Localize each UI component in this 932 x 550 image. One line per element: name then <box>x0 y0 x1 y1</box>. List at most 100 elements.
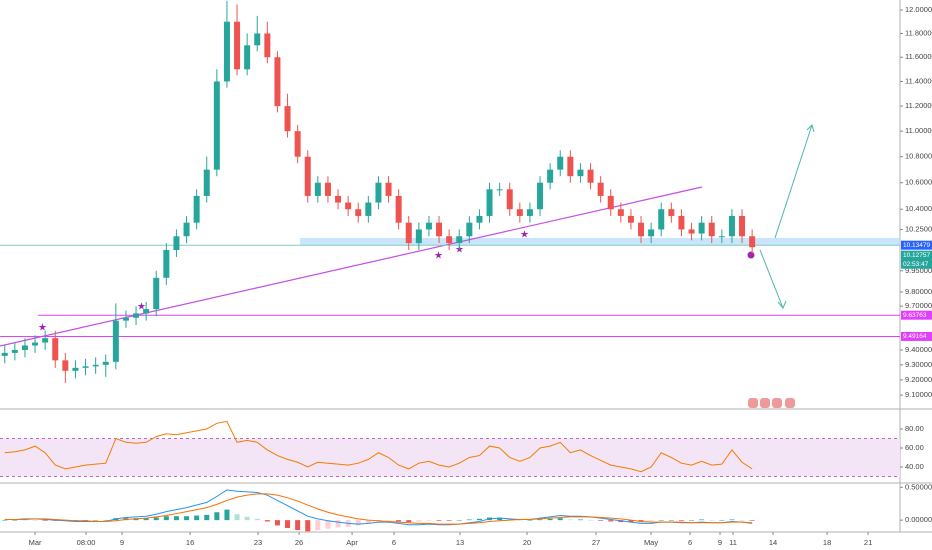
candle-body <box>698 222 705 234</box>
candle-body <box>688 229 695 234</box>
candle-body <box>627 215 634 223</box>
y-tick-label: 10.60000 <box>905 178 932 187</box>
drawings: ★ ★ ★ ★ ★ <box>0 124 900 408</box>
macd-histogram-bar <box>729 519 735 521</box>
macd-histogram-bar <box>214 512 220 521</box>
macd-histogram-bar <box>567 519 573 521</box>
candle-body <box>678 215 685 230</box>
macd-histogram-bar <box>557 518 563 521</box>
y-tick-label: 9.80000 <box>905 287 932 296</box>
rsi-tick-label: 60.00 <box>905 443 924 452</box>
macd-histogram-bar <box>2 520 8 521</box>
candle-body <box>567 156 574 177</box>
rsi-line <box>4 420 753 473</box>
candle-body <box>345 202 352 210</box>
candle-body <box>587 169 594 183</box>
candle-body <box>506 189 513 210</box>
macd-histogram-bar <box>305 520 311 532</box>
candle-body <box>557 156 564 170</box>
y-tick-label: 11.80000 <box>905 28 932 37</box>
macd-histogram-bar <box>325 520 331 529</box>
candle-body <box>547 169 554 183</box>
projection-arrow-down <box>759 249 784 309</box>
candle-body <box>415 229 422 244</box>
x-tick-label: 9 <box>120 538 124 547</box>
candle-body <box>183 222 190 237</box>
candle-body <box>153 277 160 310</box>
candle-body <box>11 349 18 353</box>
candle-body <box>456 236 463 244</box>
candle-body <box>264 33 271 58</box>
countdown-label: 02:53:47 <box>903 261 929 268</box>
x-tick-label: 26 <box>295 538 303 547</box>
candle-body <box>446 236 453 244</box>
candle-body <box>102 361 109 365</box>
candle-body <box>32 342 39 346</box>
macd-histogram-bar <box>426 520 432 521</box>
trend-line <box>0 186 703 347</box>
macd-histogram-bar <box>103 520 109 521</box>
candle-body <box>577 169 584 177</box>
candle-body <box>537 182 544 210</box>
y-tick-label: 11.20000 <box>905 101 932 110</box>
macd-histogram-bar <box>588 520 594 521</box>
y-tick-label: 10.25000 <box>905 224 932 233</box>
macd-histogram-bar <box>204 514 210 521</box>
macd-histogram-bar <box>406 520 412 523</box>
y-tick-label: 12.00000 <box>905 5 932 14</box>
macd-histogram-bar <box>699 519 705 521</box>
candle-body <box>143 309 150 314</box>
x-tick-label: 23 <box>254 538 262 547</box>
candle-body <box>284 106 291 132</box>
macd-histogram-bar <box>719 520 725 521</box>
candle-body <box>274 57 281 107</box>
candle-body <box>728 215 735 237</box>
macd-histogram-bar <box>547 518 553 521</box>
candle-body <box>436 222 443 237</box>
price-label: 10.13479 <box>903 242 930 249</box>
macd-histogram-bar <box>173 516 179 521</box>
macd-histogram-bar <box>739 520 745 521</box>
candle-body <box>335 195 342 203</box>
y-tick-label: 10.40000 <box>905 204 932 213</box>
rsi-band <box>0 438 900 477</box>
macd-histogram-bar <box>163 516 169 521</box>
macd-histogram-bar <box>497 517 503 521</box>
x-tick-label: 21 <box>864 538 872 547</box>
macd-histogram-bar <box>274 520 280 526</box>
candle-body <box>193 195 200 223</box>
macd-histogram-bar <box>386 520 392 521</box>
macd-histogram-bar <box>315 520 321 530</box>
candle-body <box>385 182 392 196</box>
candle-body <box>223 21 230 82</box>
x-tick-label: 6 <box>392 538 396 547</box>
macd-histogram-bar <box>527 520 533 521</box>
star: ★ <box>520 230 529 241</box>
y-tick-label: 9.95000 <box>905 266 932 275</box>
x-tick-label: 16 <box>186 538 194 547</box>
candle-body <box>82 366 89 368</box>
macd-histogram-bar <box>628 520 634 523</box>
candle-body <box>203 169 210 196</box>
star: ★ <box>455 245 464 256</box>
event-flags <box>748 398 795 408</box>
candle-body <box>42 338 49 343</box>
star: ★ <box>38 323 47 334</box>
x-tick-label: 18 <box>823 538 831 547</box>
macd-histogram-bar <box>648 520 654 522</box>
candle-body <box>749 236 756 248</box>
macd-histogram-bar <box>285 520 291 529</box>
macd-histogram-bar <box>254 518 260 521</box>
flag <box>760 398 770 408</box>
y-tick-label: 9.30000 <box>905 360 932 369</box>
price-label: 9.49164 <box>903 333 927 340</box>
star-markers: ★ ★ ★ ★ ★ <box>38 230 529 334</box>
projection-arrow-up <box>774 124 813 239</box>
y-tick-label: 9.20000 <box>905 375 932 384</box>
candle-body <box>708 222 715 237</box>
x-tick-label: Mar <box>29 538 42 547</box>
x-tick-label: 20 <box>523 538 531 547</box>
macd-histogram-bar <box>436 520 442 521</box>
macd-histogram-bar <box>244 516 250 521</box>
macd-line <box>4 489 753 526</box>
